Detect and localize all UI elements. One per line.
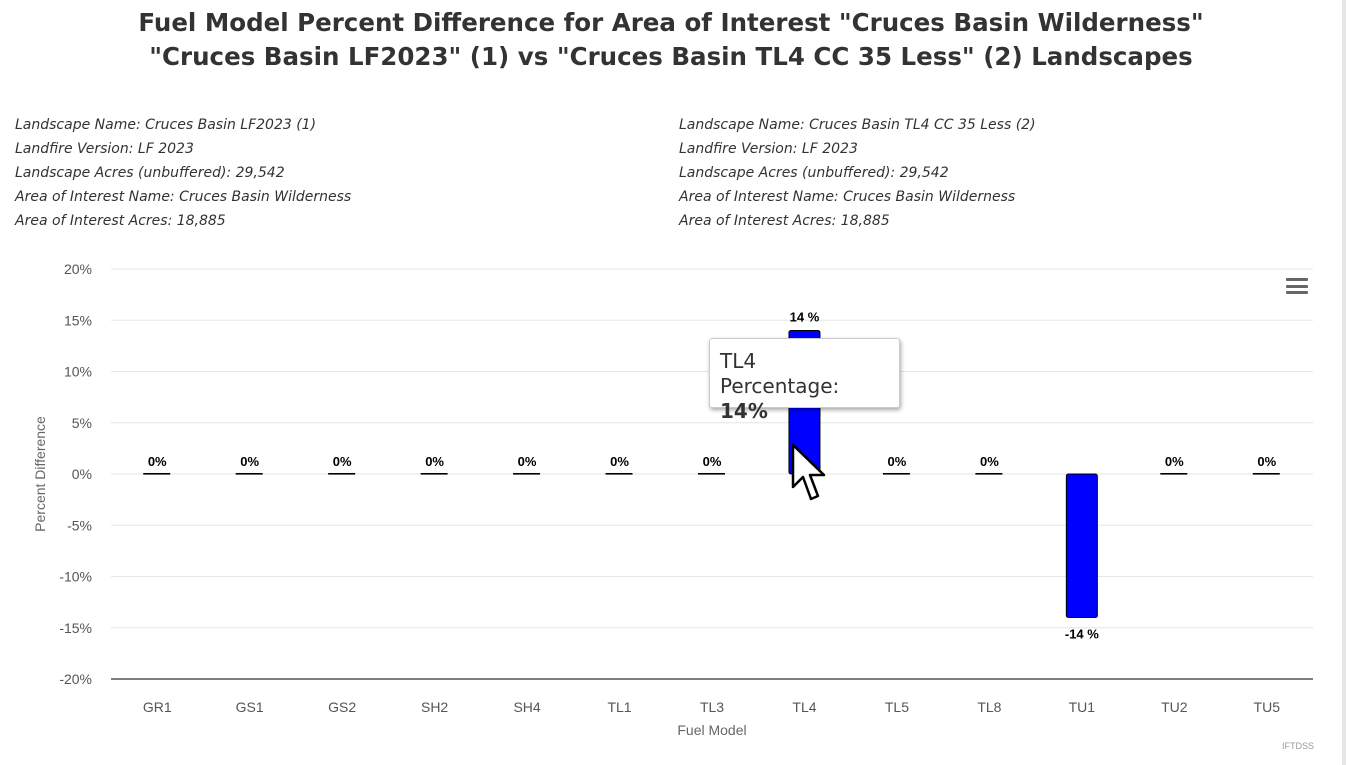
- y-axis-ticks: 20% 15% 10% 5% 0% -5% -10% -15% -20%: [59, 261, 92, 687]
- chart-title-line2: "Cruces Basin LF2023" (1) vs "Cruces Bas…: [149, 42, 1193, 71]
- chart-title: Fuel Model Percent Difference for Area o…: [0, 6, 1342, 74]
- landscape-1-landfire-version: Landfire Version: LF 2023: [15, 141, 194, 157]
- data-label-gs2: 0%: [333, 454, 352, 469]
- y-tick-label: 5%: [72, 415, 92, 431]
- tooltip-label: Percentage:: [720, 374, 840, 398]
- landscape-2-aoi-name: Area of Interest Name: Cruces Basin Wild…: [679, 189, 1016, 205]
- landscape-2-info: Landscape Name: Cruces Basin TL4 CC 35 L…: [679, 113, 1036, 233]
- bar-gs1[interactable]: [235, 473, 263, 475]
- credit-label[interactable]: IFTDSS: [1281, 741, 1314, 751]
- bar-tl3[interactable]: [698, 473, 725, 475]
- landscape-1-name: Landscape Name: Cruces Basin LF2023 (1): [15, 117, 317, 133]
- x-tick-label: GS1: [236, 699, 264, 715]
- x-tick-label: TU5: [1254, 699, 1281, 715]
- y-tick-label: -5%: [67, 517, 92, 533]
- y-tick-label: 0%: [72, 466, 92, 482]
- x-tick-label: SH4: [513, 699, 540, 715]
- data-label-tu1: -14 %: [1065, 627, 1099, 642]
- tooltip: TL4 Percentage: 14%: [709, 338, 900, 423]
- mouse-pointer-icon: [791, 443, 826, 501]
- bar-gr1[interactable]: [143, 473, 171, 475]
- landscape-1-acres: Landscape Acres (unbuffered): 29,542: [15, 165, 285, 181]
- data-label-tl4: 14 %: [790, 310, 820, 325]
- landscape-1-info: Landscape Name: Cruces Basin LF2023 (1) …: [15, 113, 351, 233]
- x-tick-label: GS2: [328, 699, 356, 715]
- bar-tu2[interactable]: [1160, 473, 1188, 475]
- data-label-gr1: 0%: [148, 454, 167, 469]
- x-tick-label: SH2: [421, 699, 448, 715]
- right-edge-scrollbar: [1342, 0, 1346, 765]
- x-tick-label: TU1: [1069, 699, 1096, 715]
- data-label-sh4: 0%: [518, 454, 537, 469]
- tooltip-category: TL4: [720, 349, 757, 373]
- x-tick-label: TL5: [885, 699, 909, 715]
- y-tick-label: -20%: [59, 671, 92, 687]
- x-tick-label: TL8: [977, 699, 1001, 715]
- y-tick-label: 10%: [64, 364, 92, 380]
- landscape-2-aoi-acres: Area of Interest Acres: 18,885: [679, 213, 890, 229]
- x-tick-label: TL3: [700, 699, 724, 715]
- y-axis-title: Percent Difference: [32, 416, 48, 532]
- x-tick-label: TU2: [1161, 699, 1188, 715]
- bar-sh4[interactable]: [513, 473, 541, 475]
- data-label-tl5: 0%: [888, 454, 907, 469]
- chart-title-line1: Fuel Model Percent Difference for Area o…: [138, 8, 1204, 37]
- y-tick-label: 15%: [64, 312, 92, 328]
- landscape-2-landfire-version: Landfire Version: LF 2023: [679, 141, 858, 157]
- data-labels: 0% 0% 0% 0% 0% 0% 0% 14 % 0% 0% -14 % 0% 0%: [148, 310, 1277, 642]
- landscape-2-acres: Landscape Acres (unbuffered): 29,542: [679, 165, 949, 181]
- landscape-2-name: Landscape Name: Cruces Basin TL4 CC 35 L…: [679, 117, 1036, 133]
- data-label-tl8: 0%: [980, 454, 999, 469]
- data-label-sh2: 0%: [425, 454, 444, 469]
- data-label-tu5: 0%: [1257, 454, 1276, 469]
- landscape-1-aoi-name: Area of Interest Name: Cruces Basin Wild…: [15, 189, 352, 205]
- data-label-tl3: 0%: [703, 454, 722, 469]
- bar-tl8[interactable]: [975, 473, 1003, 475]
- hamburger-menu-icon[interactable]: [1286, 278, 1308, 296]
- y-tick-label: 20%: [64, 261, 92, 277]
- tooltip-value: 14%: [720, 399, 768, 423]
- landscape-1-aoi-acres: Area of Interest Acres: 18,885: [15, 213, 226, 229]
- tooltip-value-row: Percentage: 14%: [720, 374, 889, 424]
- bar-tl5[interactable]: [882, 473, 910, 475]
- bar-tu1[interactable]: [1065, 473, 1098, 618]
- y-tick-label: -15%: [59, 620, 92, 636]
- data-label-gs1: 0%: [240, 454, 259, 469]
- bar-tl1[interactable]: [605, 473, 633, 475]
- x-axis-ticks: GR1 GS1 GS2 SH2 SH4 TL1 TL3 TL4 TL5 TL8 TU1 TU2 TU5: [143, 699, 1280, 715]
- bar-tu5[interactable]: [1252, 473, 1280, 475]
- y-tick-label: -10%: [59, 569, 92, 585]
- data-label-tl1: 0%: [610, 454, 629, 469]
- x-tick-label: TL4: [792, 699, 816, 715]
- grid-lines: [111, 268, 1313, 680]
- data-label-tu2: 0%: [1165, 454, 1184, 469]
- bar-sh2[interactable]: [420, 473, 448, 475]
- x-axis-title: Fuel Model: [677, 722, 746, 738]
- x-tick-label: GR1: [143, 699, 172, 715]
- bar-gs2[interactable]: [328, 473, 356, 475]
- x-tick-label: TL1: [607, 699, 631, 715]
